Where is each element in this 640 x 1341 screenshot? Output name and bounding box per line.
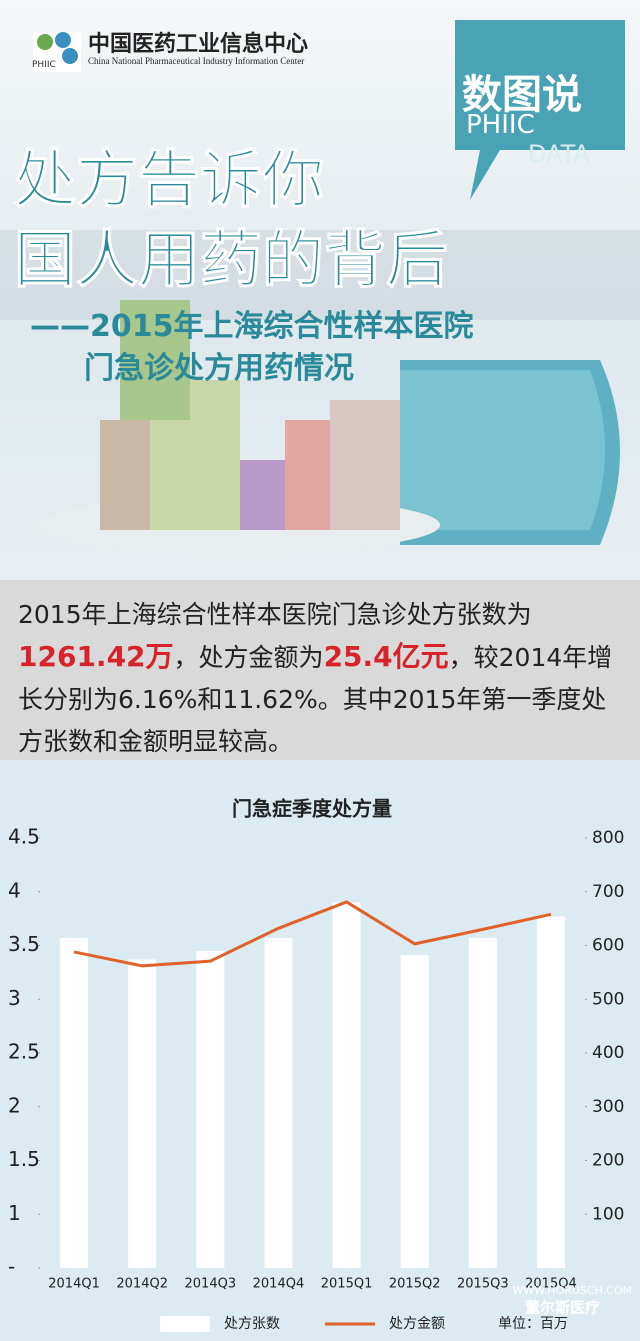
- x-tick-label: 2015Q4: [525, 1277, 577, 1292]
- y-tick-label: 4.5: [8, 825, 40, 849]
- x-tick-label: 2015Q3: [457, 1277, 509, 1292]
- y-tick-label: 3.5: [8, 932, 40, 956]
- y2-tick-label: 200: [592, 1151, 624, 1171]
- bar: [264, 937, 293, 1268]
- org-name-en: China National Pharmaceutical Industry I…: [88, 56, 305, 66]
- legend-swatch: [160, 1316, 210, 1332]
- y-tick-label: 1: [8, 1201, 21, 1225]
- banner-art: [0, 20, 640, 553]
- summary: 2015年上海综合性样本医院门急诊处方张数为 1261.42万，处方金额为25.4…: [0, 580, 640, 760]
- badge-sub2: DATA: [528, 140, 590, 168]
- badge: 数图说: [462, 72, 582, 118]
- org-logo: PHIIC: [32, 60, 56, 70]
- x-tick-label: 2014Q2: [116, 1277, 168, 1292]
- line: [73, 900, 552, 968]
- unit-note: 单位：百万: [498, 1316, 568, 1332]
- legend-label: 处方张数: [224, 1316, 280, 1332]
- y-tick-label: -: [8, 1255, 15, 1279]
- y2-tick-label: 300: [592, 1097, 624, 1117]
- x-tick-label: 2014Q1: [48, 1277, 100, 1292]
- y2-tick-label: 100: [592, 1204, 624, 1224]
- title-line: 处方告诉你: [13, 143, 325, 217]
- y2-tick-label: 500: [592, 989, 624, 1009]
- bar: [128, 959, 157, 1268]
- subtitle-line: ——2015年上海综合性样本医院: [30, 309, 474, 344]
- x-tick-label: 2014Q4: [253, 1277, 305, 1292]
- x-tick-label: 2015Q2: [389, 1277, 441, 1292]
- y-tick-label: 2: [8, 1093, 21, 1117]
- subtitle: ——2015年上海综合性样本医院 门急诊处方用药情况: [30, 306, 474, 390]
- y-tick-label: 4: [8, 878, 21, 902]
- y-tick-label: 3: [8, 986, 21, 1010]
- bar: [400, 955, 429, 1268]
- y-tick-label: 2.5: [8, 1040, 40, 1064]
- y2-tick-label: 800: [592, 828, 624, 848]
- bar: [196, 950, 225, 1268]
- summary-text: ，处方金额为: [173, 643, 324, 672]
- y-tick-label: 1.5: [8, 1147, 40, 1171]
- highlight-text: 1261.42万: [18, 640, 174, 673]
- title: 处方告诉你 国人用药的背后: [13, 140, 449, 300]
- legend-label: 处方金额: [389, 1316, 445, 1332]
- watermark-name: 董尔斯医疗: [525, 1299, 600, 1317]
- y2-tick-label: 700: [592, 882, 624, 902]
- bar: [332, 902, 361, 1268]
- watermark-url: WWW.HORUSCH.COM: [512, 1284, 632, 1297]
- x-tick-label: 2014Q3: [185, 1277, 237, 1292]
- summary-text: 2015年上海综合性样本医院门急诊处方张数为: [18, 600, 532, 629]
- org-name: 中国医药工业信息中心: [88, 31, 309, 57]
- bar: [60, 937, 89, 1268]
- chart: 门急症季度处方量 - 1 1.5 2 2.5 3 3.5 4 4.5 100 200 300 400 50…: [0, 760, 640, 1341]
- chart-title: 门急症季度处方量: [232, 797, 392, 821]
- summary-text: ，较2014年增长分别为6.16%和11.62%。其中2015年第一季度处方张数…: [18, 643, 613, 756]
- title-line: 国人用药的背后: [13, 223, 449, 297]
- badge-sub: PHIIC: [466, 110, 535, 140]
- highlight-text: 25.4亿元: [323, 640, 449, 673]
- y2-tick-label: 400: [592, 1043, 624, 1063]
- bar: [536, 916, 565, 1268]
- subtitle-line: 门急诊处方用药情况: [84, 351, 354, 386]
- bar: [468, 937, 497, 1268]
- x-tick-label: 2015Q1: [321, 1277, 373, 1292]
- y2-tick-label: 600: [592, 936, 624, 956]
- banner: PHIIC 中国医药工业信息中心 China National Pharmace…: [0, 0, 640, 580]
